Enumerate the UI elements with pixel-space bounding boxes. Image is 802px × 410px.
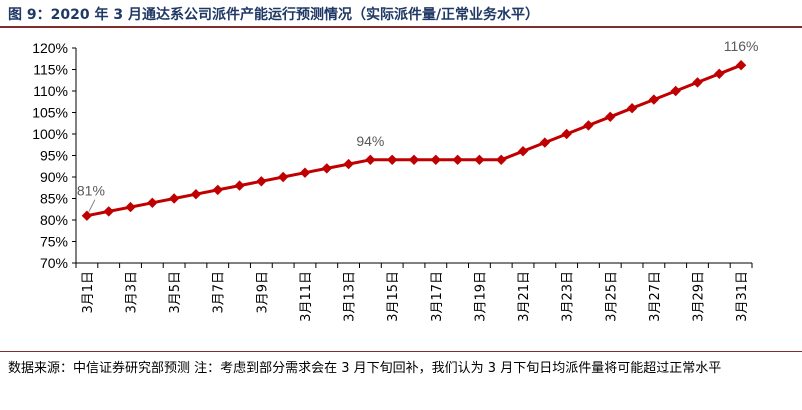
y-tick-label: 85% bbox=[40, 191, 68, 207]
data-label: 116% bbox=[724, 38, 759, 54]
data-point bbox=[125, 201, 136, 213]
x-tick-label: 3月1日 bbox=[81, 271, 96, 314]
data-point bbox=[452, 154, 463, 166]
data-labels: 81% 94% 116% bbox=[77, 38, 759, 212]
chart-title: 图 9：2020 年 3 月通达系公司派件产能运行预测情况（实际派件量/正常业务… bbox=[8, 7, 540, 23]
data-point bbox=[714, 68, 725, 80]
data-point bbox=[474, 154, 485, 166]
y-tick-label: 105% bbox=[32, 105, 68, 121]
y-tick-label: 120% bbox=[32, 40, 68, 56]
x-tick-label: 3月17日 bbox=[430, 271, 445, 322]
data-point bbox=[343, 158, 354, 170]
x-tick-label: 3月19日 bbox=[473, 271, 488, 322]
data-point bbox=[256, 176, 267, 187]
data-point bbox=[212, 184, 223, 196]
x-tick-label: 3月3日 bbox=[125, 271, 140, 314]
y-tick-label: 75% bbox=[40, 234, 68, 250]
x-tick-label: 3月5日 bbox=[168, 271, 183, 314]
x-tick-label: 3月11日 bbox=[299, 271, 314, 322]
data-point bbox=[648, 94, 660, 105]
data-point bbox=[103, 206, 114, 217]
data-point bbox=[692, 77, 703, 88]
y-tick-label: 80% bbox=[40, 212, 68, 228]
series-line bbox=[81, 59, 747, 221]
x-tick-label: 3月29日 bbox=[691, 271, 706, 322]
data-point bbox=[561, 128, 572, 140]
data-point bbox=[408, 154, 420, 166]
data-point bbox=[496, 154, 507, 166]
y-tick-label: 90% bbox=[40, 169, 68, 185]
data-point bbox=[234, 180, 245, 191]
data-point bbox=[365, 154, 376, 166]
x-tick-label: 3月7日 bbox=[212, 271, 227, 314]
y-tick-label: 110% bbox=[33, 83, 68, 99]
data-label-leader bbox=[88, 199, 96, 212]
series-polyline bbox=[86, 63, 742, 218]
data-point bbox=[539, 137, 551, 148]
data-point bbox=[81, 210, 93, 221]
bottom-rule bbox=[0, 351, 802, 352]
y-tick-label: 95% bbox=[40, 148, 68, 164]
line-chart: 70% 75% 80% 85% 90% 95% 100% 105% 110% 115% 120% 3… bbox=[32, 38, 759, 322]
data-point bbox=[670, 85, 681, 97]
data-point bbox=[168, 193, 180, 204]
data-point bbox=[277, 171, 289, 183]
x-tick-label: 3月23日 bbox=[561, 271, 576, 322]
x-tick-label: 3月31日 bbox=[735, 271, 750, 322]
y-tick-label: 115% bbox=[33, 62, 68, 78]
x-tick-label: 3月25日 bbox=[604, 271, 619, 322]
x-tick-label: 3月27日 bbox=[648, 271, 663, 322]
data-point bbox=[583, 120, 594, 131]
x-tick-label: 3月9日 bbox=[255, 271, 270, 314]
data-point bbox=[147, 197, 158, 209]
data-label: 94% bbox=[356, 133, 384, 149]
data-point bbox=[386, 154, 398, 166]
source-note: 数据来源：中信证券研究部预测 注：考虑到部分需求会在 3 月下旬回补，我们认为 … bbox=[8, 361, 722, 376]
data-point bbox=[517, 145, 529, 157]
data-point bbox=[321, 163, 332, 174]
data-point bbox=[735, 59, 747, 71]
data-point bbox=[299, 167, 311, 178]
top-rule bbox=[0, 26, 802, 28]
x-tick-label: 3月21日 bbox=[517, 271, 532, 322]
x-axis: 3月1日 3月3日 3月5日 3月7日 3月9日 3月11日 3月13日 3月15日 3月17日… bbox=[75, 262, 753, 322]
data-point bbox=[626, 102, 638, 114]
y-tick-label: 70% bbox=[40, 255, 68, 271]
data-point bbox=[190, 188, 202, 200]
x-tick-label: 3月15日 bbox=[386, 271, 401, 322]
data-label: 81% bbox=[77, 183, 105, 199]
data-point bbox=[430, 154, 442, 166]
data-point bbox=[605, 111, 616, 123]
y-tick-label: 100% bbox=[32, 126, 68, 142]
x-tick-label: 3月13日 bbox=[343, 271, 358, 322]
y-axis: 70% 75% 80% 85% 90% 95% 100% 105% 110% 115% 120% bbox=[32, 40, 77, 271]
